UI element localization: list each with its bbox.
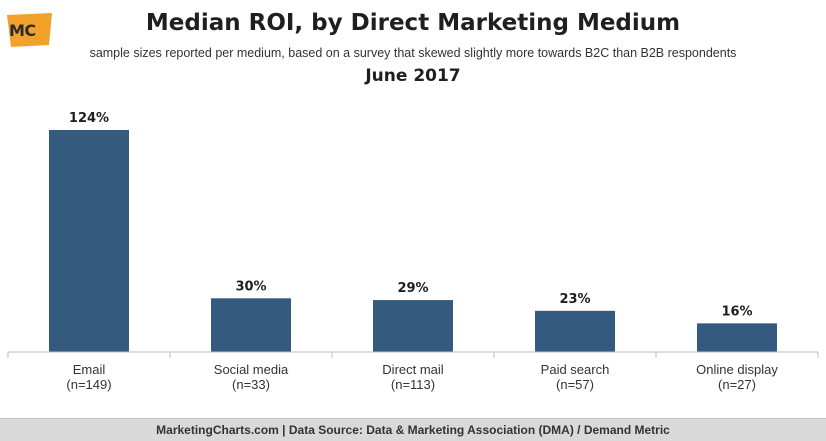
bar-4: [697, 323, 777, 352]
bar-1: [211, 298, 291, 352]
category-label-2: Direct mail: [382, 362, 444, 377]
bar-2: [373, 300, 453, 352]
data-label-1: 30%: [235, 279, 266, 294]
data-label-0: 124%: [69, 111, 109, 126]
footer-source: MarketingCharts.com | Data Source: Data …: [156, 423, 670, 437]
sample-size-label-4: (n=27): [718, 377, 756, 392]
bar-3: [535, 310, 615, 352]
bar-0: [49, 130, 129, 352]
chart-date: June 2017: [365, 66, 461, 86]
data-label-3: 23%: [559, 292, 590, 307]
sample-size-label-2: (n=113): [391, 377, 435, 392]
marketingcharts-logo-icon: [7, 13, 52, 47]
chart-subtitle: sample sizes reported per medium, based …: [89, 46, 737, 60]
category-label-4: Online display: [696, 362, 778, 377]
category-label-1: Social media: [214, 362, 289, 377]
chart-title: Median ROI, by Direct Marketing Medium: [145, 10, 681, 36]
data-label-2: 29%: [397, 281, 428, 296]
data-label-4: 16%: [721, 304, 752, 319]
footer-bar: MarketingCharts.com | Data Source: Data …: [0, 418, 826, 441]
logo-text: MC: [9, 21, 36, 40]
sample-size-label-3: (n=57): [556, 377, 594, 392]
sample-size-label-0: (n=149): [66, 377, 111, 392]
sample-size-label-1: (n=33): [232, 377, 270, 392]
category-label-0: Email: [73, 362, 106, 377]
category-label-3: Paid search: [541, 362, 610, 377]
